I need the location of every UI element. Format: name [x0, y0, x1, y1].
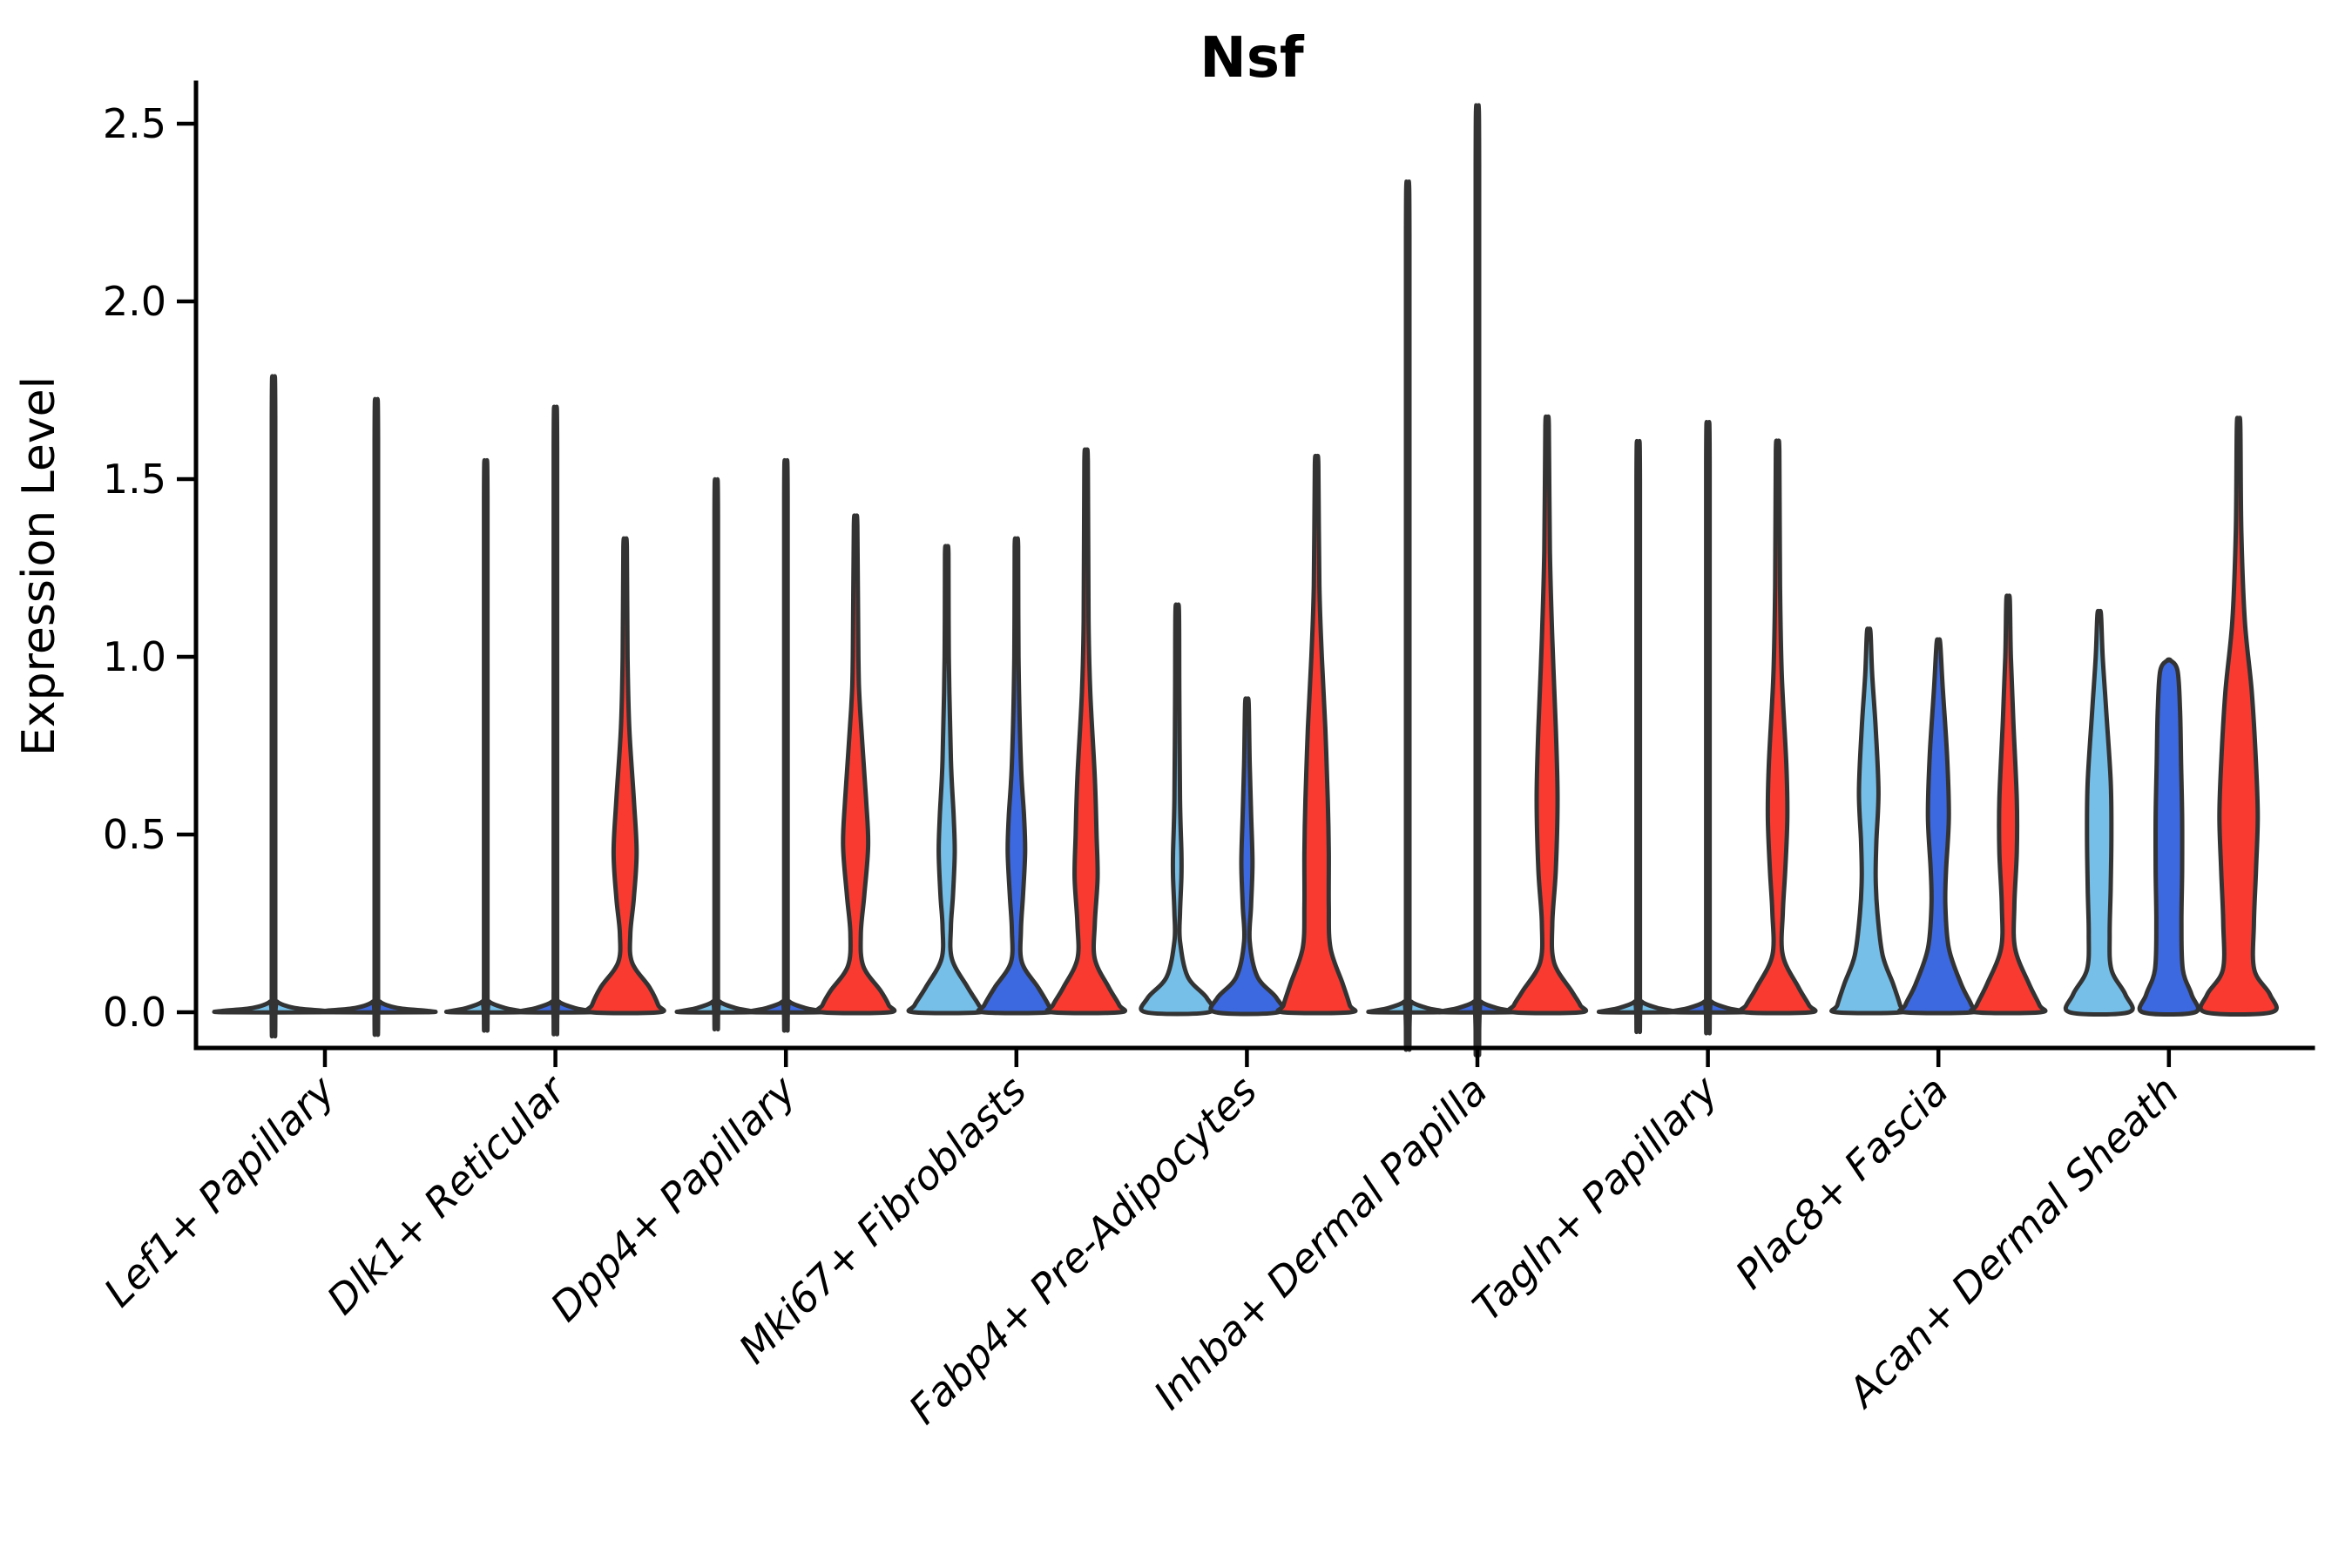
violin-3-dark_blue	[976, 536, 1057, 1016]
violin-8-dark_blue	[2137, 657, 2200, 1017]
violin-1-red	[584, 536, 666, 1016]
violin-1-dark_blue	[513, 404, 598, 1037]
violin-0-dark_blue	[314, 396, 438, 1037]
violin-0-light_blue	[212, 374, 335, 1039]
y-axis-label: Expression Level	[13, 376, 65, 756]
y-tick-label-5: 2.5	[103, 100, 166, 147]
y-tick-label-2: 1.0	[103, 633, 166, 680]
violin-5-red	[1505, 414, 1589, 1016]
violin-8-red	[2198, 416, 2279, 1017]
violin-3-light_blue	[906, 544, 988, 1016]
x-tick-label-6: Tagln+ Papillary	[1463, 1066, 1727, 1330]
x-tick-label-1: Dlk1+ Reticular	[318, 1064, 577, 1323]
violin-6-red	[1737, 438, 1818, 1016]
chart-title: Nsf	[1200, 26, 1305, 91]
x-tick-label-0: Lef1+ Papillary	[95, 1066, 344, 1315]
violin-7-light_blue	[1829, 626, 1909, 1016]
violin-7-dark_blue	[1896, 637, 1980, 1016]
y-tick-label-3: 1.5	[103, 456, 166, 503]
violin-6-light_blue	[1596, 438, 1680, 1035]
violin-4-dark_blue	[1208, 696, 1286, 1017]
y-tick-label-1: 0.5	[103, 811, 166, 858]
violin-2-dark_blue	[744, 458, 828, 1033]
violin-5-light_blue	[1366, 179, 1450, 1052]
violin-3-red	[1044, 447, 1128, 1016]
violin-6-dark_blue	[1666, 420, 1750, 1036]
x-tick-label-2: Dpp4+ Papillary	[541, 1066, 805, 1330]
y-tick-label-4: 2.0	[103, 278, 166, 325]
violin-7-red	[1968, 593, 2048, 1016]
y-tick-label-0: 0.0	[103, 989, 166, 1036]
violin-4-light_blue	[1139, 602, 1216, 1017]
x-tick-label-7: Plac8+ Fascia	[1727, 1067, 1957, 1298]
violin-2-red	[814, 513, 897, 1016]
violin-2-light_blue	[674, 476, 758, 1032]
violin-5-dark_blue	[1436, 103, 1519, 1058]
violin-8-light_blue	[2063, 608, 2135, 1017]
violin-4-red	[1275, 454, 1358, 1016]
violin-1-light_blue	[443, 458, 528, 1033]
violins-layer	[212, 103, 2279, 1058]
